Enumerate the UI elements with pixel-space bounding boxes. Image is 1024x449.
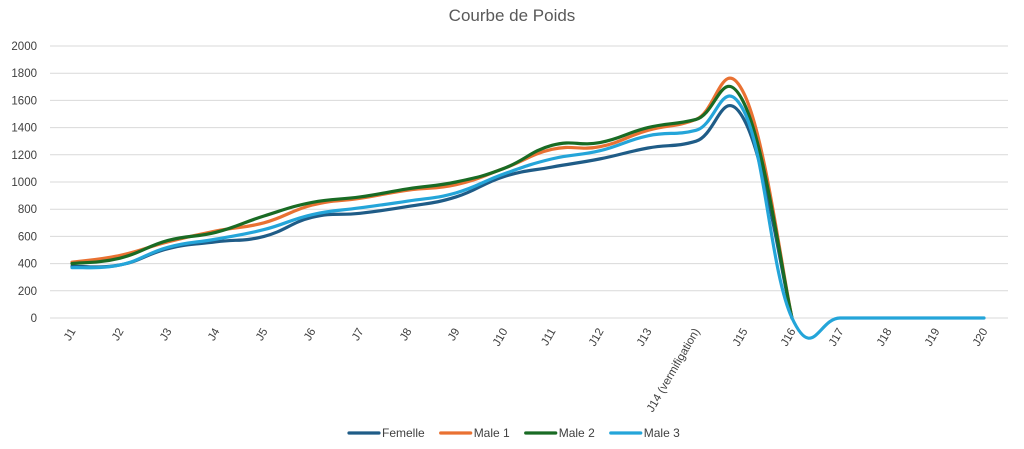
legend-label-male-3: Male 3 bbox=[644, 426, 680, 440]
y-axis: 0 200 400 600 800 1000 1200 1400 1600 1800 2000 bbox=[11, 41, 37, 325]
series-line-male-2 bbox=[70, 84, 794, 320]
legend-label-male-2: Male 2 bbox=[559, 426, 595, 440]
y-tick-label: 400 bbox=[18, 259, 37, 271]
x-tick-label: J4 bbox=[206, 326, 223, 343]
series-line-male-3 bbox=[70, 94, 986, 340]
y-tick-label: 1400 bbox=[11, 123, 37, 135]
chart-title: Courbe de Poids bbox=[449, 6, 576, 25]
x-tick-label: J9 bbox=[446, 327, 462, 344]
legend-label-male-1: Male 1 bbox=[474, 426, 510, 440]
x-tick-label: J5 bbox=[254, 327, 270, 344]
x-tick-label: J3 bbox=[158, 327, 174, 344]
series-line-femelle bbox=[70, 104, 794, 320]
y-tick-label: 1000 bbox=[11, 177, 37, 189]
x-tick-label: J15 bbox=[731, 327, 751, 349]
x-tick-label: J6 bbox=[302, 327, 318, 344]
legend-label-femelle: Femelle bbox=[382, 426, 425, 440]
y-tick-label: 200 bbox=[18, 286, 37, 298]
plot-area bbox=[70, 76, 986, 340]
gridlines bbox=[50, 45, 1008, 319]
y-tick-label: 1200 bbox=[11, 150, 37, 162]
y-tick-label: 800 bbox=[18, 204, 37, 216]
x-tick-label: J18 bbox=[875, 327, 895, 349]
legend: Femelle Male 1 Male 2 Male 3 bbox=[347, 426, 680, 440]
x-tick-label: J2 bbox=[110, 327, 126, 344]
x-tick-label: J7 bbox=[350, 327, 366, 344]
x-tick-label: J19 bbox=[923, 327, 943, 349]
y-tick-label: 1600 bbox=[11, 95, 37, 107]
x-tick-label: J14 (vermifigation) bbox=[645, 326, 703, 414]
y-tick-label: 2000 bbox=[11, 41, 37, 53]
x-tick-label: J12 bbox=[587, 327, 607, 349]
y-tick-label: 600 bbox=[18, 231, 37, 243]
y-tick-label: 0 bbox=[31, 313, 37, 325]
x-tick-label: J13 bbox=[635, 327, 655, 349]
x-tick-label: J10 bbox=[491, 327, 511, 349]
x-tick-label: J17 bbox=[827, 327, 847, 349]
x-tick-label: J1 bbox=[62, 327, 78, 344]
x-tick-label: J20 bbox=[971, 327, 991, 349]
x-tick-label: J11 bbox=[539, 327, 558, 348]
x-tick-label: J16 bbox=[779, 327, 799, 349]
x-tick-label: J8 bbox=[398, 327, 414, 344]
y-tick-label: 1800 bbox=[11, 68, 37, 80]
